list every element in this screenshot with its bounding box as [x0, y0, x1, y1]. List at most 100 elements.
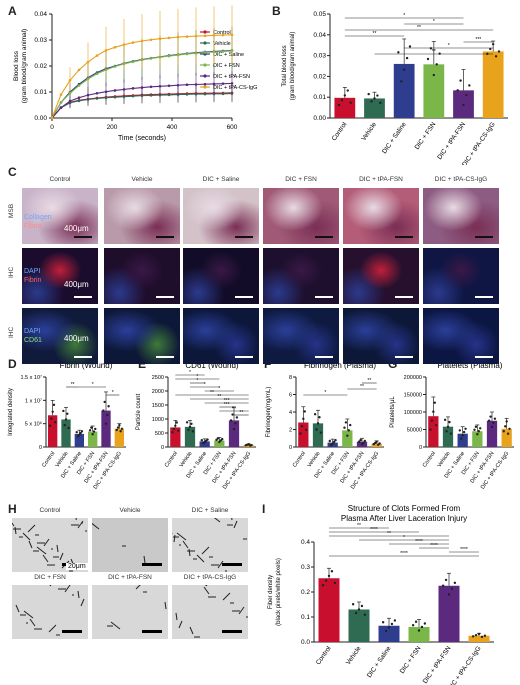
fiber [36, 546, 47, 555]
data-point [95, 97, 99, 100]
fiber [48, 624, 57, 633]
data-point [402, 68, 406, 71]
significance-mark: * [196, 378, 198, 384]
data-point [140, 86, 144, 89]
data-point [330, 443, 333, 447]
y-tick-label: 4 [289, 410, 292, 416]
y-tick-label: 0.1 [301, 614, 310, 621]
legend-marker [203, 30, 207, 34]
scale-bar [74, 296, 92, 298]
data-point [331, 442, 334, 445]
micrograph-tile [104, 248, 180, 304]
data-point [360, 604, 364, 608]
legend-label: DIC + FSN [213, 63, 240, 69]
data-point [250, 443, 253, 447]
bar [482, 51, 504, 118]
data-point [330, 570, 334, 573]
significance-mark: * [218, 386, 220, 392]
scale-bar [475, 356, 493, 358]
bar [408, 627, 430, 642]
significance-mark: ** [357, 523, 361, 529]
data-point [118, 424, 121, 427]
y-tick-label: 100000 [404, 410, 422, 416]
data-point [432, 73, 436, 77]
y-tick-label: 2000 [152, 389, 164, 395]
data-point [438, 52, 441, 55]
category-label: Vehicle [360, 121, 378, 142]
y-axis-label: Platelets/μL [390, 396, 396, 428]
data-point [400, 80, 403, 83]
data-point [140, 39, 144, 43]
data-point [172, 427, 176, 431]
panel-letter-g: G [388, 357, 398, 371]
data-point [471, 635, 475, 638]
data-point [346, 434, 349, 437]
fiber [59, 552, 64, 561]
data-point [453, 581, 457, 585]
fiber [92, 522, 100, 530]
data-point [94, 427, 97, 431]
data-point [66, 412, 69, 416]
data-point [450, 587, 454, 590]
data-point [102, 409, 105, 412]
micrograph-tile [343, 248, 419, 304]
data-point [313, 412, 317, 416]
data-point [343, 426, 346, 429]
fiber [176, 532, 187, 541]
data-point [405, 56, 409, 60]
bar [312, 423, 324, 447]
data-point [76, 435, 80, 438]
data-point [327, 574, 331, 578]
y-tick-label: 0 [39, 445, 42, 451]
significance-mark: ** [232, 406, 236, 412]
y-tick-label: 0 [289, 445, 292, 451]
sem-label: DIC + tPA-CS-IgG [183, 574, 237, 581]
bar [423, 64, 445, 118]
y-tick-label: 6 [289, 393, 292, 399]
data-point [448, 420, 451, 424]
data-point [167, 36, 171, 40]
scale-bar [235, 236, 253, 238]
significance-mark: ** [71, 382, 75, 388]
data-point [346, 89, 349, 92]
data-point [303, 410, 306, 413]
data-point [59, 101, 63, 104]
data-point [131, 94, 135, 98]
data-point [77, 68, 81, 72]
data-point [90, 426, 93, 429]
significance-mark: ** [387, 531, 391, 537]
micrograph-tile [423, 308, 499, 364]
data-point [167, 84, 171, 88]
y-tick-label: 0.01 [313, 94, 326, 101]
micrograph-tile [183, 248, 259, 304]
panel-letter-d: D [8, 357, 17, 371]
data-point [203, 92, 207, 96]
data-point [171, 431, 174, 434]
data-point [59, 106, 63, 109]
data-point [390, 622, 394, 626]
fiber [56, 544, 59, 553]
data-point [216, 437, 220, 440]
data-point [104, 90, 108, 94]
data-point [104, 49, 108, 52]
significance-mark: ** [373, 31, 377, 37]
scale-bar [395, 296, 413, 298]
fiber-network [15, 585, 85, 636]
x-axis-label: Time (seconds) [118, 135, 166, 142]
scale-bar [74, 236, 92, 238]
data-point [68, 79, 72, 82]
data-point [79, 431, 82, 435]
y-tick-label: 200000 [404, 375, 422, 381]
data-point [494, 55, 498, 58]
legend-label: Vehicle [213, 41, 231, 47]
scale-bar [222, 563, 242, 566]
data-point [474, 633, 478, 637]
fiber-network [172, 518, 247, 572]
data-point [185, 52, 189, 56]
data-point [444, 578, 448, 582]
x-tick-label: 0 [50, 124, 54, 131]
chart-title: Fibrinogen (Plasma) [304, 361, 376, 370]
category-label: Control [292, 451, 307, 469]
data-point [51, 410, 54, 413]
legend-marker [203, 74, 207, 78]
